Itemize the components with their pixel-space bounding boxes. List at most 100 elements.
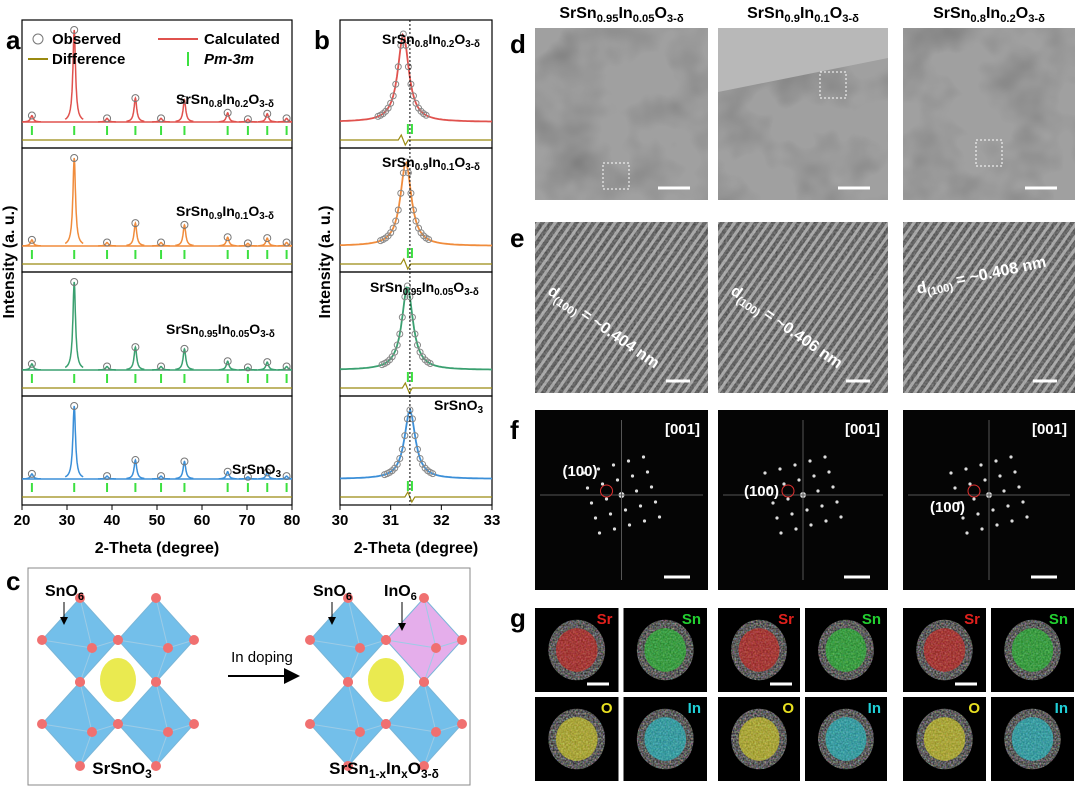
fft-spot — [812, 474, 816, 478]
element-label: Sr — [778, 611, 794, 628]
observed-point — [393, 341, 401, 349]
calculated-peak — [126, 458, 145, 480]
observed-point — [103, 362, 112, 371]
calculated-peak — [238, 242, 257, 247]
fft-spot — [1017, 485, 1021, 489]
formula: SrSn1-xInxO3-δ — [329, 759, 439, 781]
oxygen-atom — [189, 635, 199, 645]
observed-point — [223, 467, 232, 476]
x-tick-label: 33 — [484, 512, 501, 529]
observed-point — [180, 457, 189, 466]
fft-spot — [839, 515, 843, 519]
difference-curve — [340, 381, 492, 395]
observed-point — [157, 238, 166, 247]
formula-part: In — [800, 5, 814, 22]
eds-particle-core — [738, 717, 780, 761]
panel-label: e — [510, 223, 524, 253]
subscript: 0.8 — [415, 39, 429, 50]
formula: InO6 — [384, 583, 417, 603]
formula: SrSn0.9In0.1O3-δ — [747, 5, 859, 25]
observed-point — [131, 94, 140, 103]
observed-point — [411, 330, 419, 338]
subscript: 3-δ — [465, 39, 480, 50]
observed-point — [429, 470, 437, 478]
observed-point — [27, 235, 36, 244]
subscript: 0.2 — [235, 99, 249, 110]
fft-spot — [779, 531, 783, 535]
fft-spot — [1006, 504, 1010, 508]
oxygen-atom — [37, 635, 47, 645]
observed-point — [409, 92, 417, 100]
sr-atom — [100, 658, 136, 702]
observed-point — [70, 26, 79, 34]
fft-spot — [809, 523, 813, 527]
tem-texture — [903, 28, 1075, 200]
fft-spot — [961, 516, 965, 520]
oxygen-atom — [457, 635, 467, 645]
calculated-peak — [340, 286, 492, 371]
formula-part: O — [453, 279, 464, 295]
subscript: 3 — [276, 469, 282, 480]
subscript: 6 — [346, 591, 352, 603]
calculated-peak — [98, 241, 116, 247]
fft-spot — [612, 527, 617, 531]
oxygen-atom — [87, 727, 97, 737]
formula: SrSn0.9In0.1O3-δ — [382, 154, 480, 173]
sr-atom — [368, 658, 404, 702]
oxygen-atom — [113, 719, 123, 729]
eds-particle-core — [1011, 628, 1054, 672]
observed-point — [131, 456, 140, 465]
fft-spot — [994, 459, 998, 463]
calculated-peak — [126, 221, 145, 247]
observed-point — [416, 455, 424, 463]
oxygen-atom — [151, 593, 161, 603]
formula: SrSn0.95In0.05O3-δ — [370, 279, 479, 298]
observed-point — [412, 217, 420, 225]
plot-frame — [21, 395, 293, 506]
formula-part: SrSn — [559, 5, 596, 22]
fft-spot — [634, 489, 639, 493]
subscript: 0.1 — [441, 162, 455, 173]
formula-part: In — [218, 321, 230, 337]
formula-part: SrSnO — [92, 759, 145, 778]
oxygen-atom — [163, 643, 173, 653]
tem-texture — [535, 28, 708, 200]
calculated-peak — [175, 460, 194, 480]
legend-observed — [32, 33, 44, 45]
fft-spot — [1013, 470, 1017, 474]
fft-spot — [953, 486, 957, 490]
hrtem-texture — [535, 222, 708, 393]
calculated-peak — [218, 360, 237, 371]
fft-spot — [1009, 455, 1013, 459]
difference-curve — [340, 133, 492, 147]
observed-point — [263, 109, 272, 118]
formula-part: O — [830, 5, 842, 22]
x-tick-label: 40 — [104, 512, 121, 529]
hrtem-texture — [718, 222, 888, 393]
oxygen-atom — [113, 635, 123, 645]
oxygen-atom — [75, 761, 85, 771]
formula-part: SrSn — [176, 203, 209, 219]
calculated-peak — [175, 98, 194, 123]
observed-point — [27, 111, 36, 120]
observed-point — [402, 158, 410, 166]
calculated-peak — [238, 118, 257, 123]
arrow-label: In doping — [231, 649, 293, 666]
eds-particle-core — [738, 628, 780, 672]
fft-spot — [793, 463, 797, 467]
calculated-peak — [152, 475, 170, 480]
element-label: O — [782, 700, 794, 717]
selection-box — [602, 162, 630, 190]
subscript: 0.8 — [209, 99, 223, 110]
oxygen-atom — [87, 643, 97, 653]
fft-spot — [649, 485, 654, 489]
panel-label: a — [6, 25, 21, 55]
formula-part: SrSnO — [232, 461, 276, 477]
calculated-peak — [152, 365, 170, 371]
subscript: 3-δ — [465, 162, 480, 173]
legend-text: Observed — [52, 31, 121, 48]
observed-point — [180, 344, 189, 353]
formula: SnO6 — [313, 583, 352, 603]
observed-point — [103, 472, 112, 481]
observed-point — [389, 224, 397, 232]
